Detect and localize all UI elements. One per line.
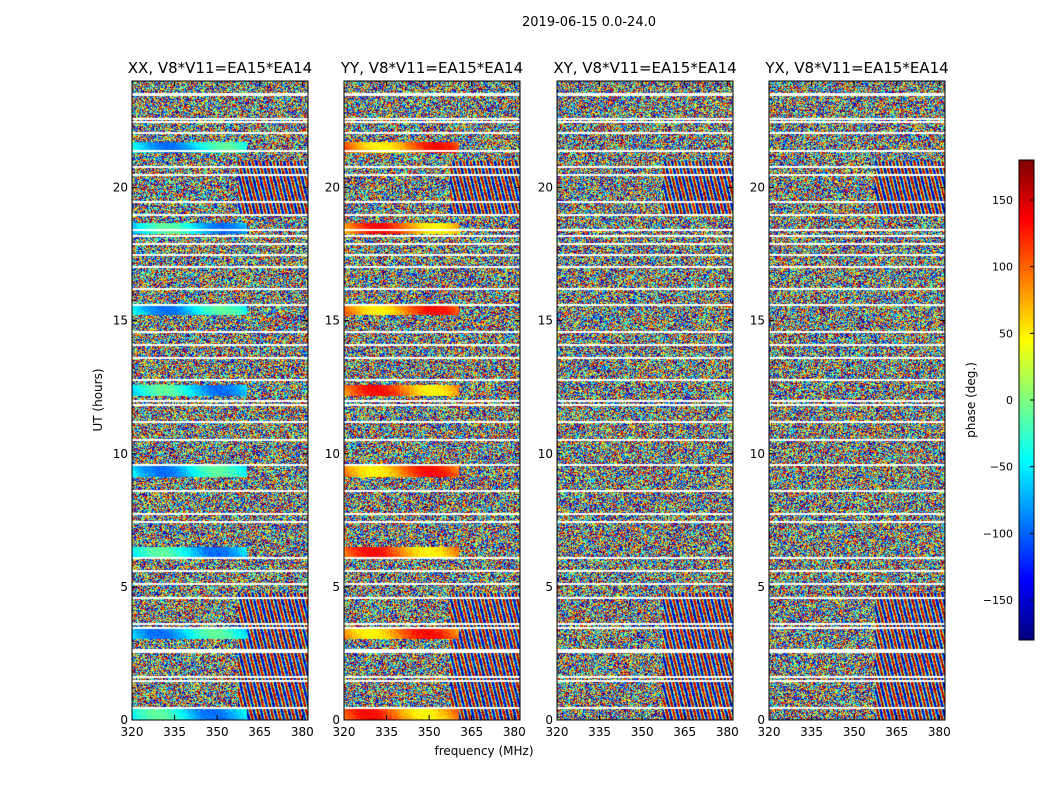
y-tick-label: 10 bbox=[113, 447, 128, 461]
colorbar-ticks: 150 100 50 0 −50 −100 −150 bbox=[983, 194, 1034, 607]
y-tick-label: 0 bbox=[757, 713, 765, 727]
y-axis-label: UT (hours) bbox=[91, 368, 105, 431]
colorbar-tick-label: −100 bbox=[983, 527, 1013, 540]
x-tick-label: 350 bbox=[631, 725, 654, 739]
x-tick-label: 365 bbox=[248, 725, 271, 739]
panel-1-x-ticks: 320 335 350 365 380 bbox=[121, 81, 314, 739]
y-tick-label: 10 bbox=[750, 447, 765, 461]
x-tick-label: 320 bbox=[121, 725, 144, 739]
panel-2-heatmap bbox=[344, 81, 520, 720]
colorbar-label: phase (deg.) bbox=[964, 362, 978, 438]
panel-1: XX, V8*V11=EA15*EA14 320 335 350 365 380 0 5 1… bbox=[113, 59, 314, 739]
panel-4-title: YX, V8*V11=EA15*EA14 bbox=[764, 59, 948, 77]
panel-1-title: XX, V8*V11=EA15*EA14 bbox=[128, 59, 312, 77]
y-tick-label: 20 bbox=[325, 181, 340, 195]
panel-2-frame bbox=[343, 80, 521, 721]
panel-3: XY, V8*V11=EA15*EA14 320 335 350 365 380 0 5 1… bbox=[538, 59, 739, 739]
x-tick-label: 320 bbox=[546, 725, 569, 739]
x-tick-label: 320 bbox=[333, 725, 356, 739]
x-tick-label: 335 bbox=[163, 725, 186, 739]
colorbar-tick-label: −50 bbox=[990, 461, 1013, 474]
y-tick-label: 15 bbox=[325, 314, 340, 328]
colorbar-gradient bbox=[1019, 160, 1034, 640]
y-tick-label: 15 bbox=[750, 314, 765, 328]
panel-2-x-ticks: 320 335 350 365 380 bbox=[333, 81, 526, 739]
colorbar-tick-label: 100 bbox=[992, 261, 1013, 274]
panel-4: YX, V8*V11=EA15*EA14 320 335 350 365 380 0 5 1… bbox=[750, 59, 951, 739]
y-tick-label: 5 bbox=[120, 580, 128, 594]
colorbar-tick-label: 0 bbox=[1006, 394, 1013, 407]
suptitle: 2019-06-15 0.0-24.0 bbox=[522, 15, 656, 30]
panel-3-frame bbox=[556, 80, 734, 721]
x-tick-label: 335 bbox=[588, 725, 611, 739]
x-tick-label: 380 bbox=[716, 725, 739, 739]
colorbar: 150 100 50 0 −50 −100 −150 phase (deg.) bbox=[964, 159, 1035, 641]
y-tick-label: 0 bbox=[332, 713, 340, 727]
colorbar-tick-label: −150 bbox=[983, 594, 1013, 607]
y-tick-label: 5 bbox=[757, 580, 765, 594]
panel-4-heatmap bbox=[769, 81, 945, 720]
panel-4-y-ticks: 0 5 10 15 20 bbox=[750, 181, 945, 727]
y-tick-label: 20 bbox=[538, 181, 553, 195]
x-tick-label: 380 bbox=[291, 725, 314, 739]
panel-4-frame bbox=[768, 80, 946, 721]
panel-2: YY, V8*V11=EA15*EA14 320 335 350 365 380 0 5 1… bbox=[325, 59, 526, 739]
panel-3-title: XY, V8*V11=EA15*EA14 bbox=[553, 59, 736, 77]
x-tick-label: 335 bbox=[800, 725, 823, 739]
y-tick-label: 10 bbox=[538, 447, 553, 461]
panel-3-heatmap bbox=[557, 81, 733, 720]
panel-3-x-ticks: 320 335 350 365 380 bbox=[546, 81, 739, 739]
panel-4-x-ticks: 320 335 350 365 380 bbox=[758, 81, 951, 739]
y-tick-label: 0 bbox=[545, 713, 553, 727]
x-axis-label: frequency (MHz) bbox=[434, 744, 533, 758]
x-tick-label: 350 bbox=[418, 725, 441, 739]
panel-2-title: YY, V8*V11=EA15*EA14 bbox=[340, 59, 523, 77]
x-tick-label: 350 bbox=[206, 725, 229, 739]
colorbar-tick-label: 150 bbox=[992, 194, 1013, 207]
x-tick-label: 380 bbox=[503, 725, 526, 739]
panel-2-y-ticks: 0 5 10 15 20 bbox=[325, 181, 520, 727]
y-tick-label: 15 bbox=[538, 314, 553, 328]
y-tick-label: 20 bbox=[750, 181, 765, 195]
y-tick-label: 20 bbox=[113, 181, 128, 195]
x-tick-label: 365 bbox=[885, 725, 908, 739]
y-tick-label: 5 bbox=[545, 580, 553, 594]
panel-3-y-ticks: 0 5 10 15 20 bbox=[538, 181, 733, 727]
x-tick-label: 320 bbox=[758, 725, 781, 739]
panel-1-y-ticks: 0 5 10 15 20 bbox=[113, 181, 308, 727]
panel-1-frame bbox=[131, 80, 309, 721]
y-tick-label: 10 bbox=[325, 447, 340, 461]
x-tick-label: 335 bbox=[375, 725, 398, 739]
y-tick-label: 15 bbox=[113, 314, 128, 328]
y-tick-label: 5 bbox=[332, 580, 340, 594]
x-tick-label: 365 bbox=[673, 725, 696, 739]
y-tick-label: 0 bbox=[120, 713, 128, 727]
x-tick-label: 350 bbox=[843, 725, 866, 739]
x-tick-label: 365 bbox=[460, 725, 483, 739]
colorbar-tick-label: 50 bbox=[999, 327, 1013, 340]
x-tick-label: 380 bbox=[928, 725, 951, 739]
panel-1-heatmap bbox=[132, 81, 308, 720]
